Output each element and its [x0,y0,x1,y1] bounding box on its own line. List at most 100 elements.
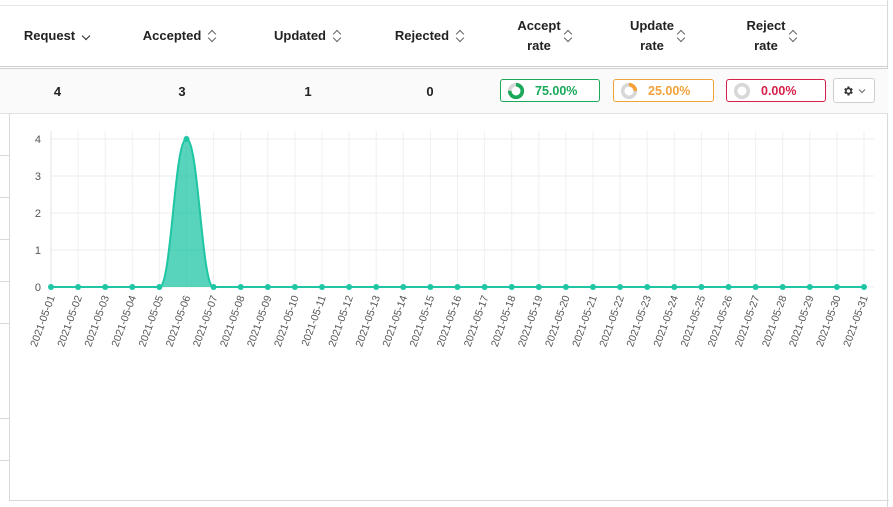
data-point [75,284,82,290]
column-request-label: Request [23,28,76,43]
sort-icon[interactable] [790,30,798,42]
data-point [861,284,867,290]
x-tick-label: 2021-05-16 [435,294,465,349]
right-border [887,0,888,507]
x-tick-label: 2021-05-28 [760,294,790,349]
data-point [237,284,244,290]
column-accept-rate-line2: rate [527,38,551,53]
column-update-rate-label: Update rate [630,16,674,56]
divider [0,323,9,324]
x-tick-label: 2021-05-08 [218,294,248,349]
top-border [0,5,888,6]
x-tick-label: 2021-05-14 [380,294,410,349]
request-value: 4 [53,83,62,99]
sort-desc-icon[interactable] [83,30,91,42]
x-tick-label: 2021-05-24 [651,294,681,349]
x-tick-label: 2021-05-03 [82,294,112,349]
reject-rate-badge: 0.00% [726,79,826,102]
data-point [644,284,651,290]
x-tick-label: 2021-05-15 [408,294,438,349]
rejected-value: 0 [426,83,434,99]
requests-chart: 0 1 2 3 4 2021-05-01 2021-05-02 2021-05-03 2021-… [0,114,888,500]
divider [0,239,9,240]
data-point [779,284,786,290]
column-update-rate-line1: Update [629,18,675,33]
accepted-value: 3 [178,83,186,99]
x-tick-label: 2021-05-29 [787,294,817,349]
sort-icon[interactable] [565,30,573,42]
reject-rate-donut-icon [733,82,751,99]
data-point [48,284,54,290]
data-point [156,284,163,290]
data-point [617,284,624,290]
x-tick-label: 2021-05-10 [272,294,302,349]
x-tick-label: 2021-05-27 [733,294,763,349]
data-point [481,284,488,290]
sort-icon[interactable] [334,30,342,42]
x-tick-label: 2021-05-07 [191,294,221,349]
data-point [752,284,759,290]
gear-icon [844,86,853,95]
data-point [319,284,325,290]
divider [0,113,888,114]
table-row: 4 3 1 0 75.00% 25.00% 0.00% [0,69,888,113]
chevron-down-icon [858,88,866,93]
x-tick-label: 2021-05-21 [570,294,600,349]
x-tick-label: 2021-05-31 [841,294,871,349]
column-rejected[interactable]: Rejected [370,6,490,66]
x-tick-label: 2021-05-13 [353,294,383,349]
x-tick-label: 2021-05-04 [109,294,139,349]
column-reject-rate-line2: rate [754,38,778,53]
column-updated[interactable]: Updated [248,6,368,66]
column-reject-rate-line1: Reject [746,18,786,33]
y-tick-label: 1 [35,245,41,257]
column-rejected-label: Rejected [394,28,450,43]
x-tick-label: 2021-05-11 [299,294,328,348]
x-tick-label: 2021-05-18 [489,294,519,349]
y-tick-label: 0 [35,282,41,294]
column-accept-rate-line1: Accept [517,18,561,33]
data-point [183,136,190,142]
divider [0,460,9,461]
divider [0,197,9,198]
series-line [51,137,864,288]
column-update-rate[interactable]: Update rate [608,6,708,66]
accept-rate-badge: 75.00% [500,79,600,102]
column-accepted[interactable]: Accepted [120,6,240,66]
column-accept-rate[interactable]: Accept rate [495,6,595,66]
data-point [102,284,109,290]
sort-icon[interactable] [457,30,465,42]
divider [9,500,889,501]
data-point [373,284,380,290]
data-point [508,284,515,290]
data-point [427,284,434,290]
sort-icon[interactable] [678,30,686,42]
chart-svg: 012342021-05-012021-05-022021-05-032021-… [28,131,874,349]
x-tick-label: 2021-05-22 [597,294,627,349]
panel-left-border [9,114,10,500]
x-tick-label: 2021-05-01 [28,294,58,349]
data-point [590,284,596,290]
y-tick-label: 3 [35,171,41,183]
update-rate-badge: 25.00% [613,79,714,102]
x-tick-label: 2021-05-17 [462,294,492,349]
divider [0,418,9,419]
x-tick-label: 2021-05-23 [624,294,654,349]
data-point [725,284,732,290]
updated-value: 1 [304,83,312,99]
x-tick-label: 2021-05-20 [543,294,573,349]
column-accept-rate-label: Accept rate [517,16,560,56]
settings-dropdown-button[interactable] [833,78,875,103]
x-tick-label: 2021-05-25 [679,294,709,349]
column-reject-rate-label: Reject rate [746,16,785,56]
column-request[interactable]: Request [0,6,115,66]
divider [0,66,888,67]
y-tick-label: 4 [35,134,41,146]
sort-icon[interactable] [209,30,217,42]
update-rate-value: 25.00% [648,83,691,98]
reject-rate-value: 0.00% [761,83,797,98]
column-reject-rate[interactable]: Reject rate [722,6,822,66]
data-point [346,284,353,290]
data-point [129,284,136,290]
